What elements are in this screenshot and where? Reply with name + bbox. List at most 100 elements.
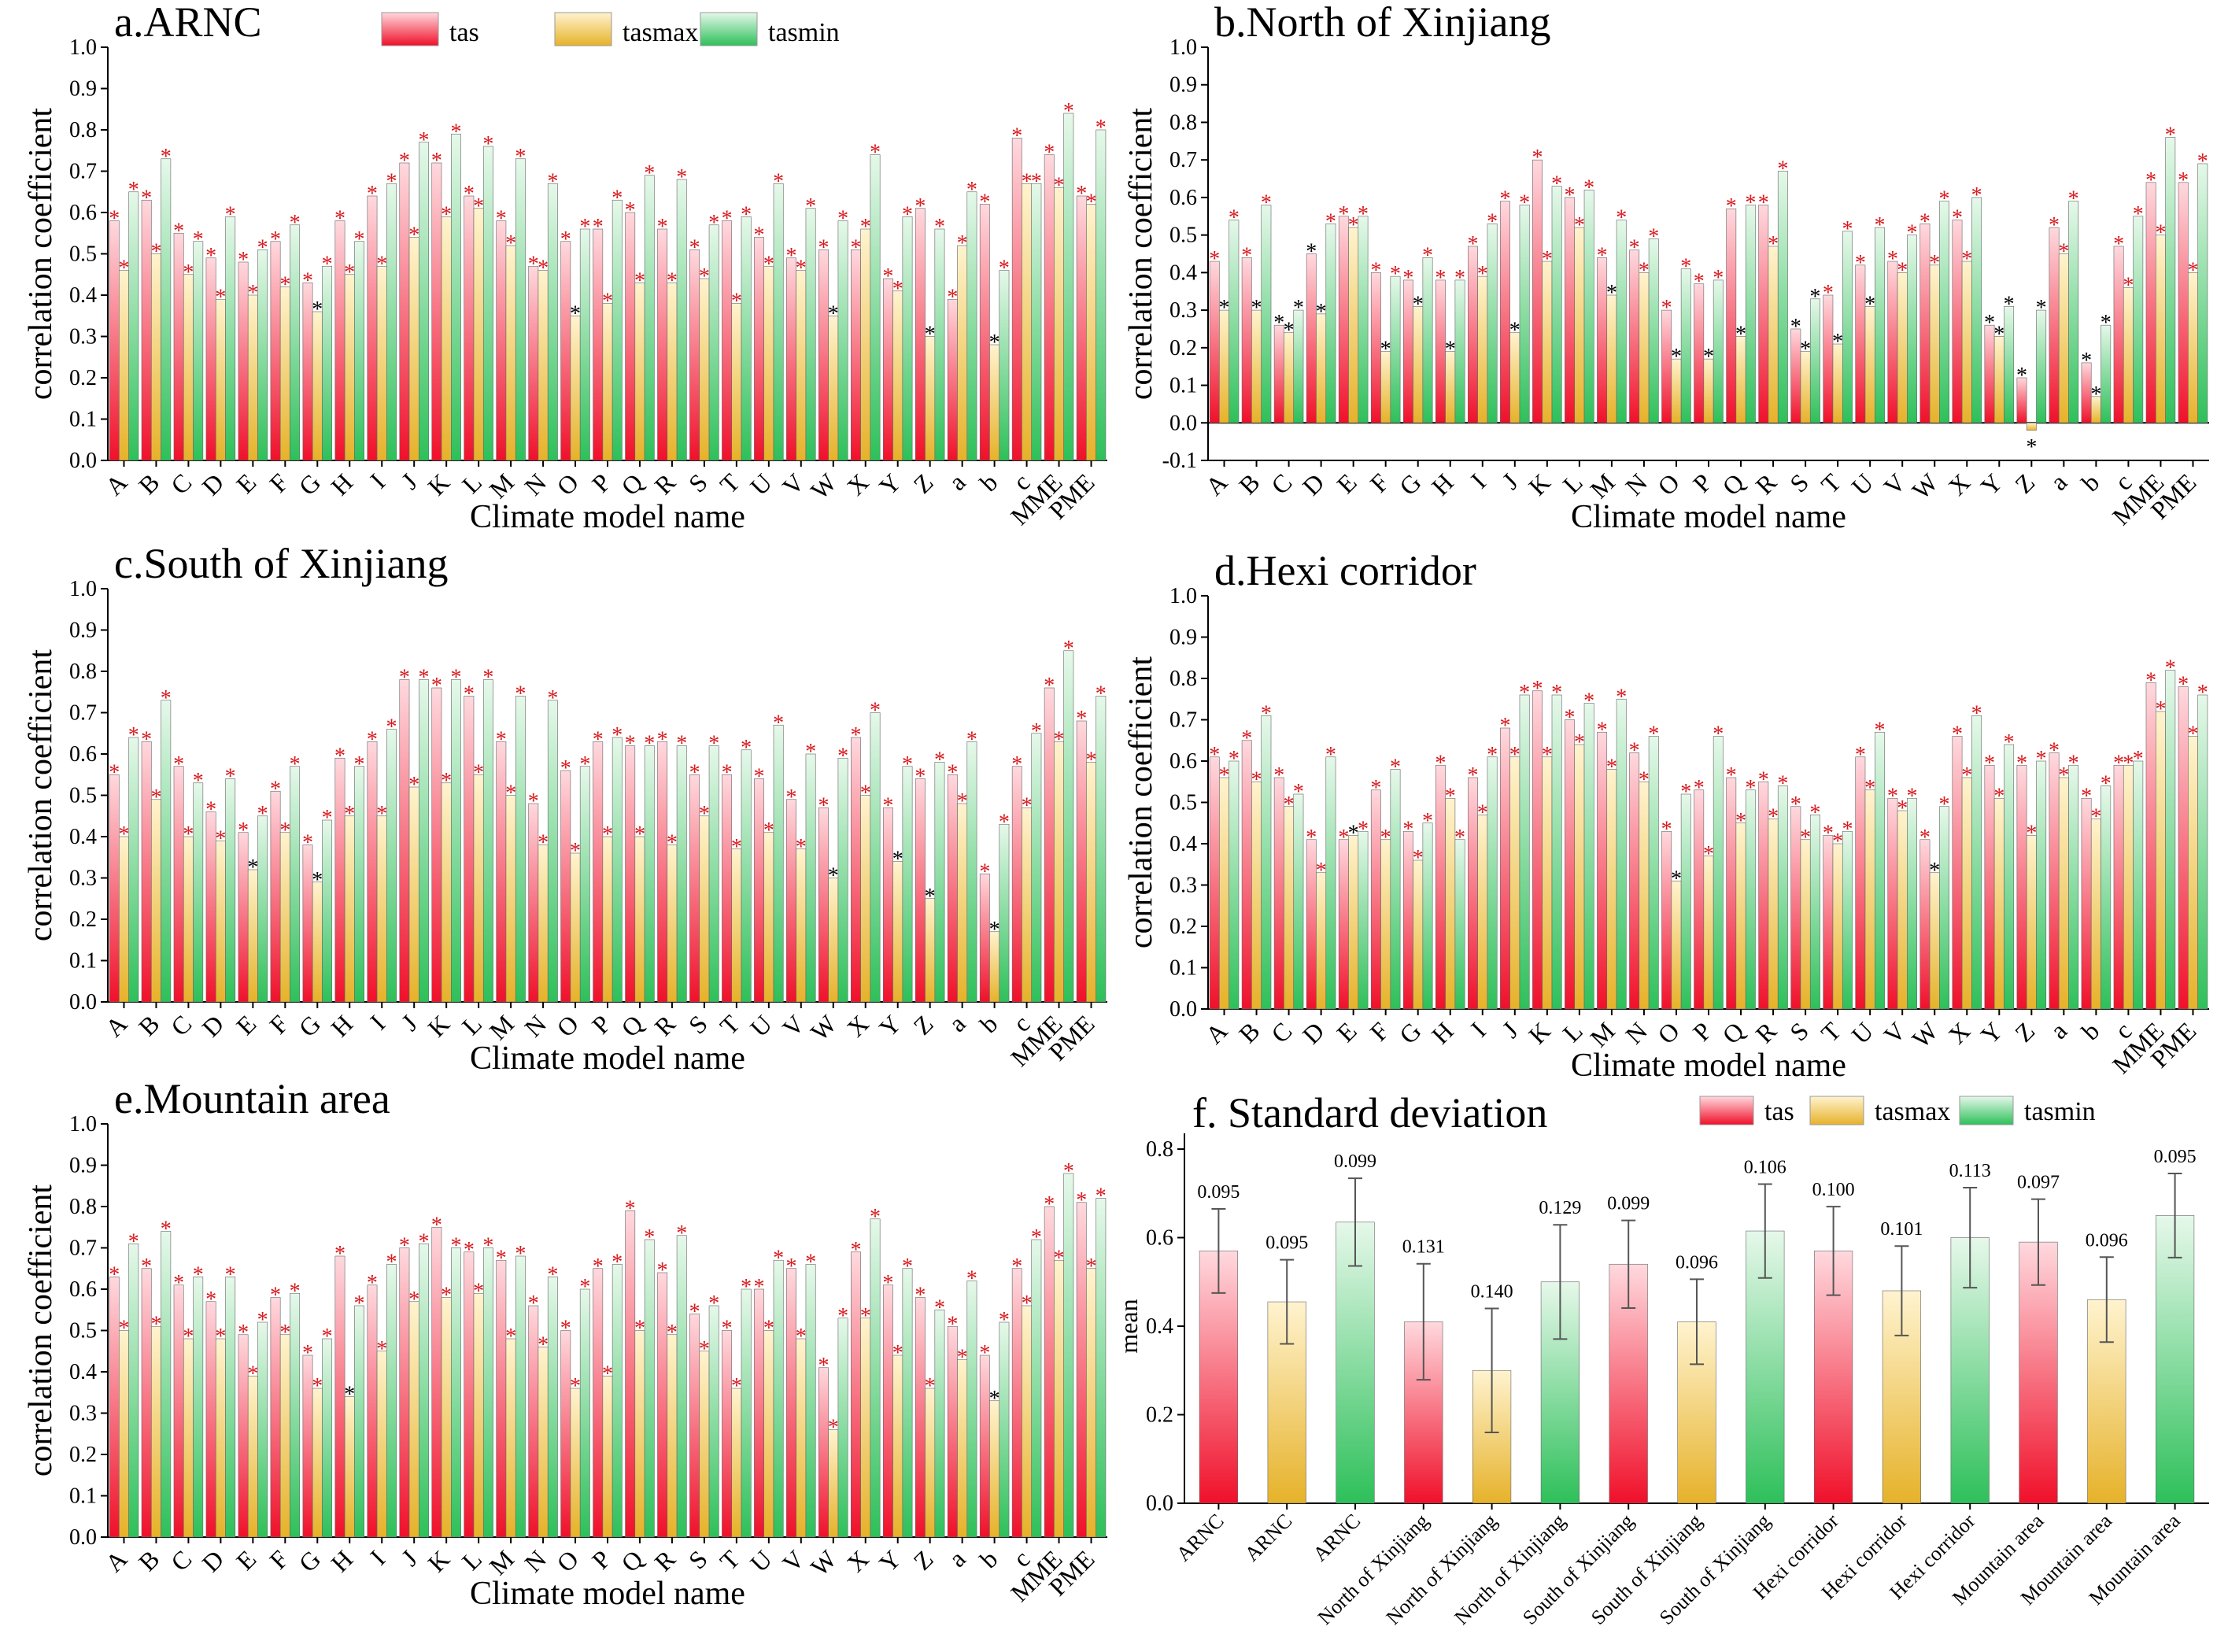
x-tick-label: H	[325, 468, 358, 501]
bar-tasmax	[1832, 343, 1843, 423]
significance-star: *	[2058, 240, 2069, 264]
significance-star: *	[473, 760, 484, 785]
bar-tas	[1726, 777, 1737, 1010]
bar-tasmin	[1875, 731, 1885, 1010]
significance-star: *	[763, 252, 774, 276]
significance-star: *	[1855, 251, 1866, 275]
bar-tasmax	[1574, 744, 1585, 1010]
panel-title: c.South of Xinjiang	[114, 540, 448, 587]
bar-tasmax	[1639, 272, 1650, 423]
bar-tasmax	[2123, 764, 2134, 1010]
significance-star: *	[611, 723, 623, 748]
x-tick-label: W	[1906, 468, 1943, 504]
bar-tasmax	[408, 237, 419, 461]
bar-tasmax	[860, 1318, 871, 1538]
significance-star: *	[947, 1312, 958, 1336]
y-tick-label: 0.4	[1169, 832, 1197, 856]
y-axis-title: mean	[1114, 1299, 1143, 1353]
bar-tasmax	[1284, 332, 1295, 423]
x-tick-label: T	[715, 1544, 746, 1576]
bar-tasmin	[1907, 797, 1917, 1010]
y-tick-label: 1.0	[69, 577, 97, 601]
y-tick-label: 0.0	[69, 449, 97, 473]
bar-tasmin	[354, 241, 364, 461]
bar-tasmax	[247, 869, 258, 1003]
bar-tasmax	[634, 1330, 645, 1538]
x-tick-label: L	[456, 1544, 487, 1575]
bar-tasmax	[1251, 309, 1262, 423]
bar-tasmin	[1031, 183, 1042, 461]
y-tick-label: 0.4	[69, 1360, 97, 1384]
significance-star: *	[828, 1416, 839, 1440]
y-tick-label: 0.8	[1169, 667, 1197, 691]
bar-tasmax	[441, 782, 452, 1003]
bar-tasmin	[708, 224, 719, 461]
x-tick-label: H	[325, 1544, 358, 1577]
y-tick-label: 0.0	[1169, 411, 1197, 435]
x-tick-label: X	[841, 1009, 874, 1042]
bar-tasmin	[1325, 224, 1336, 423]
significance-star: *	[741, 1275, 752, 1299]
bar-tasmax	[602, 1375, 613, 1538]
bar-tasmax	[279, 286, 290, 461]
x-tick-label: O	[551, 1544, 584, 1577]
significance-star: *	[602, 1362, 613, 1386]
nonsignificant-star: *	[1380, 338, 1391, 362]
x-tick-label: U	[745, 468, 778, 501]
significance-star: *	[2058, 763, 2069, 788]
bar-tasmax	[1993, 336, 2004, 423]
nonsignificant-star: *	[989, 331, 1000, 355]
significance-star: *	[2049, 739, 2060, 763]
bar-tasmin	[644, 175, 655, 461]
bar-tas	[399, 162, 410, 461]
bar-tasmax	[1022, 183, 1033, 461]
bar-tasmax	[1348, 227, 1359, 423]
significance-star: *	[441, 769, 452, 793]
significance-star: *	[611, 1251, 623, 1275]
significance-star: *	[560, 756, 571, 781]
nonsignificant-star: *	[1984, 311, 1995, 335]
bar-tasmax	[1219, 309, 1229, 423]
bar-tas	[786, 257, 796, 461]
x-tick-label: C	[165, 1544, 198, 1576]
x-tick-label: I	[364, 1544, 390, 1570]
significance-star: *	[1261, 190, 1272, 215]
bar-tasmax	[731, 303, 742, 461]
bar-tas	[1952, 736, 1963, 1010]
significance-star: *	[1809, 800, 1820, 825]
x-tick-label: H	[325, 1009, 358, 1042]
significance-star: *	[1358, 202, 1369, 227]
nonsignificant-star: *	[925, 885, 936, 909]
bar-tasmax	[151, 1325, 161, 1538]
significance-star: *	[173, 219, 184, 243]
bar-tasmin	[966, 191, 977, 461]
x-tick-label: O	[551, 1009, 584, 1042]
bar-tas	[173, 1284, 184, 1538]
significance-star: *	[1096, 1184, 1107, 1209]
significance-star: *	[1680, 255, 1691, 279]
x-tick-label: T	[715, 1009, 746, 1040]
bar-tasmin	[547, 700, 558, 1003]
significance-star: *	[902, 752, 913, 777]
legend-label-tas: tas	[1764, 1097, 1794, 1126]
significance-star: *	[1542, 743, 1553, 767]
x-tick-label: X	[1942, 468, 1975, 501]
bar-tasmax	[1284, 806, 1295, 1010]
bar-tas	[1661, 830, 1672, 1010]
significance-star: *	[141, 186, 152, 210]
significance-star: *	[1370, 776, 1381, 800]
legend-swatch-tasmin	[1959, 1096, 2014, 1125]
significance-star: *	[334, 1242, 345, 1266]
significance-star: *	[2197, 150, 2208, 174]
bar-tasmin	[999, 270, 1010, 461]
bar-tasmax	[957, 1358, 968, 1538]
bar-tasmin	[1096, 696, 1107, 1003]
significance-star: *	[482, 1234, 493, 1258]
significance-star: *	[634, 268, 645, 293]
bar-tasmax	[1022, 1305, 1033, 1538]
nonsignificant-star: *	[1219, 296, 1230, 320]
significance-star: *	[161, 1218, 172, 1242]
x-tick-label: Y	[874, 1544, 907, 1577]
bar-tasmax	[667, 1334, 678, 1538]
bar-tasmin	[290, 766, 301, 1003]
